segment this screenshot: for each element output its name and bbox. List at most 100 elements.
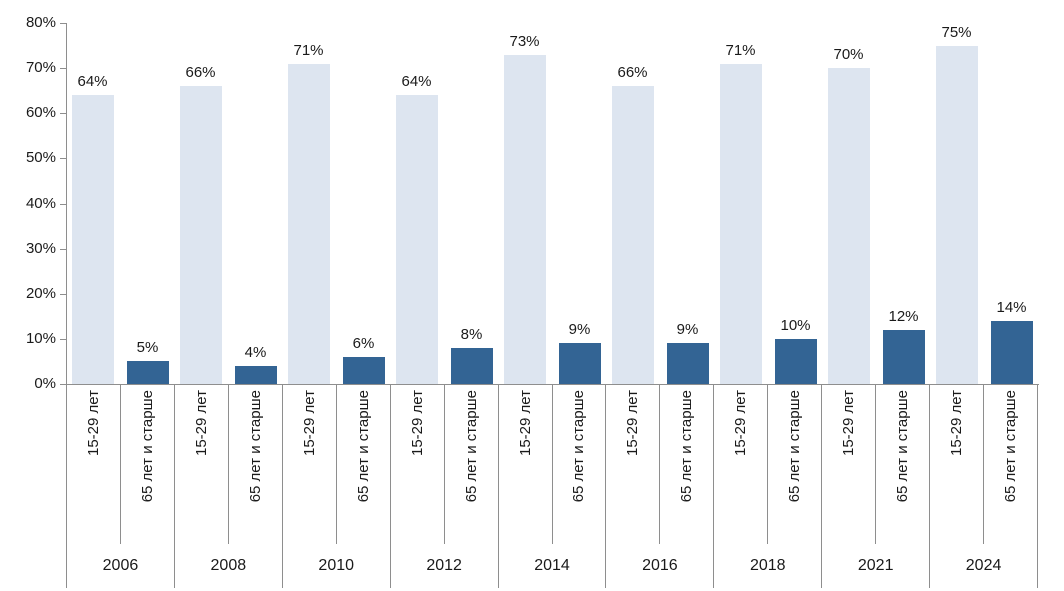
bar-value-label: 10% (780, 316, 811, 334)
bar (503, 54, 546, 384)
bar (882, 329, 925, 384)
bar-value-label: 75% (941, 23, 972, 41)
y-tick-mark (60, 384, 66, 385)
bar-group: 73% 9% (498, 23, 606, 384)
category-label-cell: 65 лет и старше (983, 385, 1037, 544)
bar-with-label: 66% (179, 23, 222, 384)
category-label: 15-29 лет (732, 390, 750, 456)
y-tick-mark (60, 338, 66, 340)
year-label: 2012 (389, 544, 498, 588)
bar-value-label: 71% (725, 41, 756, 59)
bar (774, 338, 817, 384)
bar-value-label: 71% (293, 41, 324, 59)
bar-with-label: 75% (935, 23, 978, 384)
category-label: 15-29 лет (408, 390, 426, 456)
category-label-group: 15-29 лет 65 лет и старше (929, 385, 1039, 544)
year-label: 2014 (497, 544, 606, 588)
y-tick-mark (60, 68, 66, 70)
bar-with-label: 12% (882, 23, 925, 384)
bar-with-label: 10% (774, 23, 817, 384)
bar-value-label: 8% (460, 325, 483, 343)
bar (126, 361, 169, 384)
bar (287, 63, 330, 384)
bar-value-label: 12% (888, 307, 919, 325)
category-label-group: 15-29 лет 65 лет и старше (66, 385, 174, 544)
bar (611, 86, 654, 384)
category-label-group: 15-29 лет 65 лет и старше (281, 385, 390, 544)
bar-value-label: 9% (568, 321, 591, 339)
bar (666, 343, 709, 384)
bar-value-label: 64% (401, 73, 432, 91)
bar-with-label: 73% (503, 23, 546, 384)
category-label-cell: 65 лет и старше (335, 385, 390, 544)
category-label: 15-29 лет (84, 390, 102, 456)
y-tick-mark (60, 203, 66, 205)
bar-value-label: 6% (352, 334, 375, 352)
category-label: 65 лет и старше (786, 390, 804, 503)
bar-with-label: 8% (450, 23, 493, 384)
category-label-cell: 65 лет и старше (551, 385, 606, 544)
bar (558, 343, 601, 384)
category-label-cell: 15-29 лет (499, 385, 552, 544)
category-label-cell: 15-29 лет (930, 385, 983, 544)
y-tick-mark (60, 23, 66, 24)
bar-with-label: 9% (558, 23, 601, 384)
bar-group: 71% 6% (282, 23, 390, 384)
category-label-cell: 65 лет и старше (875, 385, 929, 544)
y-tick-label: 70% (25, 59, 56, 77)
category-label: 15-29 лет (948, 390, 966, 456)
y-tick-label: 50% (25, 149, 56, 167)
bar-value-label: 66% (617, 64, 648, 82)
category-label: 15-29 лет (300, 390, 318, 456)
year-label: 2018 (713, 544, 821, 588)
bar (71, 95, 114, 384)
bar-value-label: 5% (136, 339, 159, 357)
y-axis-line (66, 23, 67, 385)
category-label-group: 15-29 лет 65 лет и старше (821, 385, 929, 544)
x-axis-category-labels: 15-29 лет 65 лет и старше 15-29 лет 65 лет … (66, 385, 1039, 544)
bar-with-label: 14% (990, 23, 1033, 384)
category-label-group: 15-29 лет 65 лет и старше (713, 385, 821, 544)
category-label: 65 лет и старше (678, 390, 696, 503)
y-tick-mark (60, 248, 66, 250)
category-label: 65 лет и старше (462, 390, 480, 503)
category-label-group: 15-29 лет 65 лет и старше (389, 385, 498, 544)
year-label: 2021 (821, 544, 929, 588)
bar (935, 45, 978, 384)
bar (234, 365, 277, 384)
category-label-group: 15-29 лет 65 лет и старше (605, 385, 713, 544)
category-label: 15-29 лет (192, 390, 210, 456)
bar (719, 63, 762, 384)
category-label-cell: 15-29 лет (822, 385, 875, 544)
category-label-cell: 15-29 лет (67, 385, 120, 544)
bar-with-label: 9% (666, 23, 709, 384)
year-label: 2024 (929, 544, 1039, 588)
bar (342, 356, 385, 384)
bar-with-label: 71% (287, 23, 330, 384)
x-axis-line (66, 384, 1039, 385)
category-label-cell: 65 лет и старше (659, 385, 713, 544)
category-label-cell: 65 лет и старше (227, 385, 282, 544)
bar-with-label: 70% (827, 23, 870, 384)
y-tick-label: 10% (25, 329, 56, 347)
bar (827, 68, 870, 384)
bar-with-label: 4% (234, 23, 277, 384)
bar-value-label: 73% (509, 32, 540, 50)
bar-group: 71% 10% (714, 23, 822, 384)
bar-value-label: 70% (833, 46, 864, 64)
category-label: 65 лет и старше (354, 390, 372, 503)
bar-with-label: 5% (126, 23, 169, 384)
category-label-cell: 15-29 лет (714, 385, 767, 544)
bar-group: 64% 8% (390, 23, 498, 384)
bar-group: 66% 4% (174, 23, 282, 384)
bar-with-label: 64% (395, 23, 438, 384)
plot-area: 64% 5% 66% 4% 71% 6% 64% 8% 73% 9% 66% 9% 71% 10% 70% 1… (66, 23, 1038, 384)
category-label-group: 15-29 лет 65 лет и старше (497, 385, 606, 544)
y-tick-label: 30% (25, 239, 56, 257)
bar-group: 66% 9% (606, 23, 714, 384)
category-label-cell: 65 лет и старше (119, 385, 174, 544)
year-label: 2006 (66, 544, 174, 588)
category-label-group: 15-29 лет 65 лет и старше (173, 385, 282, 544)
category-label: 65 лет и старше (894, 390, 912, 503)
y-tick-label: 60% (25, 104, 56, 122)
